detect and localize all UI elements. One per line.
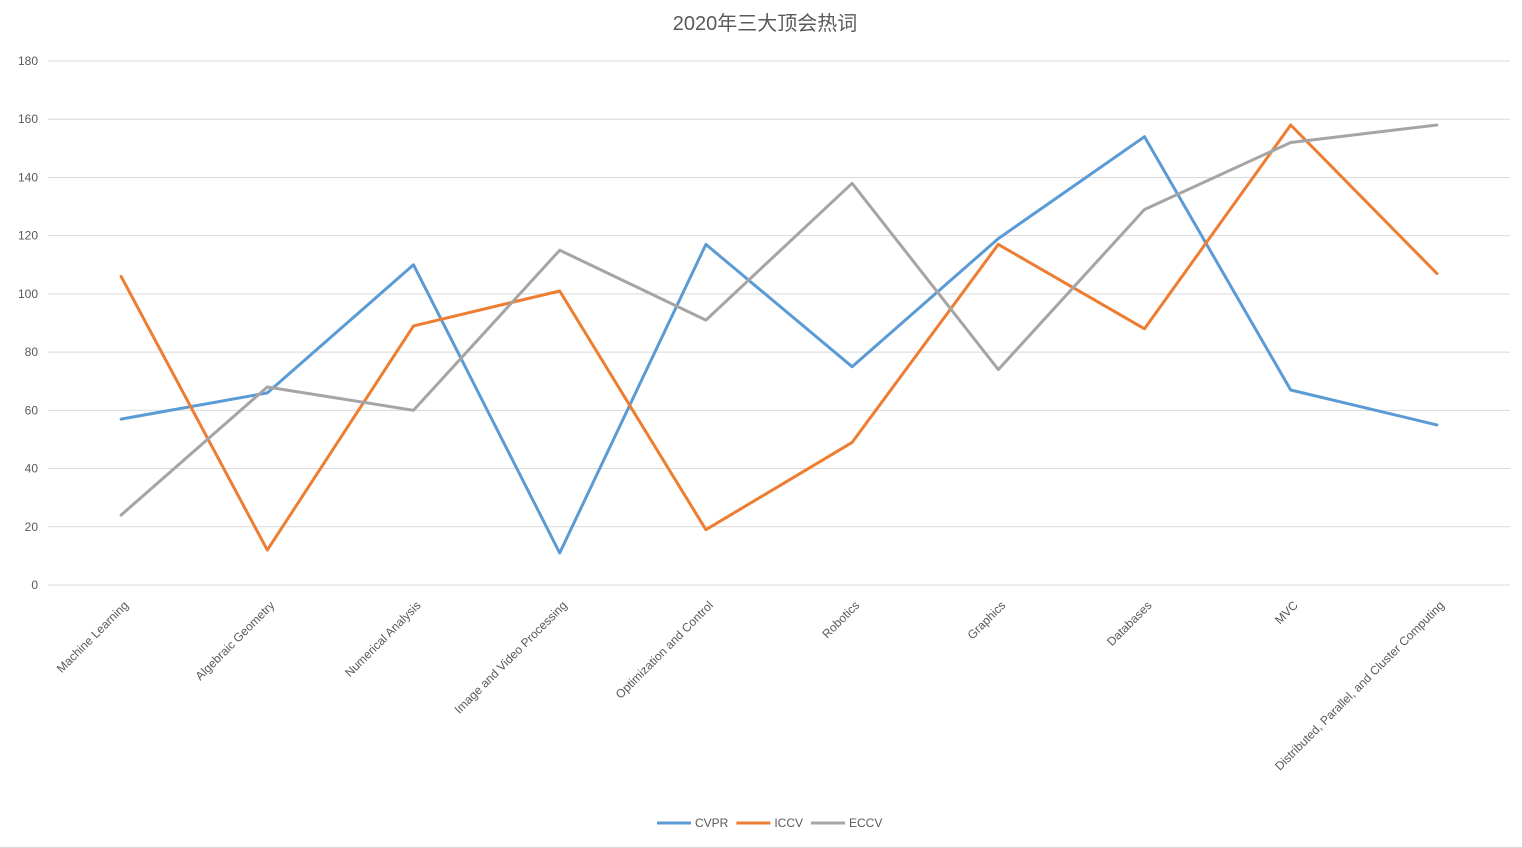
gridlines (48, 60, 1510, 586)
y-tick-label: 80 (25, 345, 39, 359)
y-tick-label: 40 (25, 462, 39, 476)
y-tick-label: 20 (25, 520, 39, 534)
chart-title: 2020年三大顶会热词 (673, 12, 858, 35)
y-tick-label: 0 (31, 578, 38, 592)
y-tick-label: 100 (18, 287, 38, 301)
series-lines (119, 123, 1439, 555)
y-tick-label: 180 (18, 54, 38, 68)
x-tick-label: Image and Video Processing (452, 598, 570, 716)
legend-label-cvpr: CVPR (695, 816, 729, 830)
x-tick-label: Robotics (819, 598, 862, 641)
legend: CVPR ICCV ECCV (657, 816, 882, 830)
legend-label-eccv: ECCV (849, 816, 882, 830)
x-tick-label: Databases (1104, 598, 1154, 648)
series-line-iccv (119, 123, 1439, 552)
y-tick-label: 140 (18, 170, 38, 184)
x-tick-label: MVC (1272, 598, 1301, 627)
x-tick-label: Machine Learning (54, 598, 131, 675)
y-tick-label: 120 (18, 229, 38, 243)
legend-label-iccv: ICCV (774, 816, 803, 830)
x-tick-label: Graphics (965, 598, 1009, 642)
series-line-cvpr (119, 135, 1439, 555)
x-tick-label: Numerical Analysis (342, 598, 424, 680)
x-tick-label: Algebraic Geometry (193, 598, 278, 683)
y-tick-label: 160 (18, 112, 38, 126)
series-line-eccv (119, 123, 1439, 517)
x-axis-ticks: Machine Learning Algebraic Geometry Numeri… (54, 598, 1447, 773)
x-tick-label: Distributed, Parallel, and Cluster Compu… (1272, 598, 1447, 773)
y-tick-label: 60 (25, 403, 39, 417)
y-axis-ticks: 0 20 40 60 80 100 120 140 160 180 (18, 54, 38, 592)
x-tick-label: Optimization and Control (613, 598, 716, 701)
